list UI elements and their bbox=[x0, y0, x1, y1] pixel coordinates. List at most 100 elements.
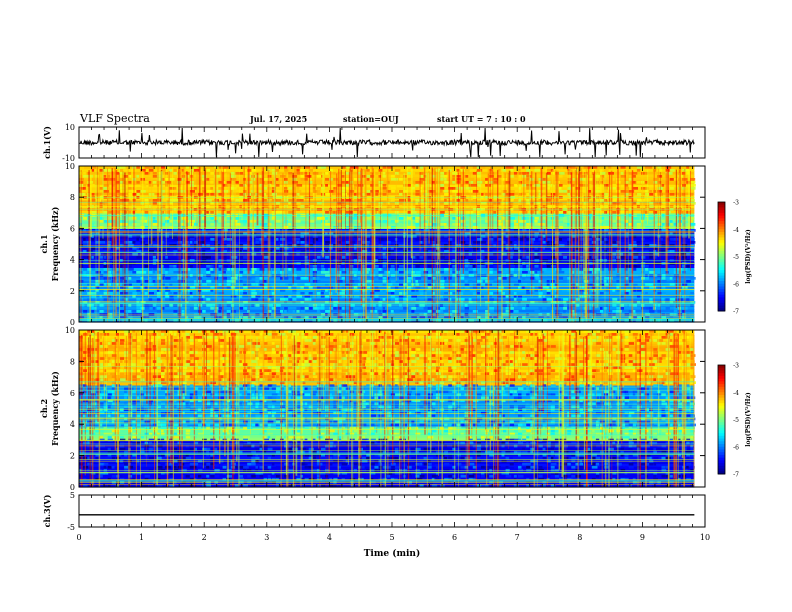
ch1-spectrogram-cell bbox=[460, 253, 465, 256]
ch2-spectrogram-cell bbox=[144, 477, 149, 481]
ch1-spectrogram-cell bbox=[374, 298, 380, 301]
ch1-spectrogram-cell bbox=[206, 169, 210, 172]
ch1-spectrogram-cell bbox=[148, 166, 154, 169]
ch1-spectrogram-cell bbox=[284, 232, 290, 235]
ch1-spectrogram-cell bbox=[497, 202, 501, 205]
ch1-spectrogram-band-row bbox=[79, 275, 695, 279]
ch1-spectrogram-cell bbox=[403, 190, 408, 193]
ch1-spectrogram-cell bbox=[230, 295, 237, 298]
colorbar-label: log(PSD)(V²/Hz) bbox=[745, 229, 752, 284]
ch1-spectrogram-cell bbox=[645, 292, 648, 295]
ch2-spectrogram-cell bbox=[148, 453, 154, 457]
ch1-spectrogram-cell bbox=[559, 223, 565, 226]
ch1-spectrogram-cell bbox=[382, 238, 388, 241]
ch2-spectrogram-cell bbox=[111, 378, 117, 381]
ch1-spectrogram-cell bbox=[440, 295, 444, 298]
ch1-spectrogram-cell bbox=[468, 253, 472, 256]
ch1-spectrogram-cell bbox=[468, 178, 475, 181]
ch1-spectrogram-cell bbox=[325, 241, 331, 244]
ch2-spectrogram-cell bbox=[99, 381, 102, 384]
ch1-spectrogram-cell bbox=[542, 286, 548, 289]
ch2-spectrogram-cell bbox=[185, 372, 191, 375]
ch1-spectrogram-cell bbox=[526, 265, 529, 268]
ch1-spectrogram-cell bbox=[193, 217, 197, 220]
ch1-spectrogram-cell bbox=[628, 178, 634, 181]
ch1-spectrogram-cell bbox=[563, 211, 567, 214]
ch1-spectrogram-cell bbox=[386, 250, 391, 253]
ch2-spectrogram-cell bbox=[156, 465, 163, 469]
ch1-spectrogram-cell bbox=[128, 310, 132, 313]
ch1-spectrogram-cell bbox=[239, 199, 243, 202]
ch2-spectrogram-cell bbox=[173, 390, 178, 394]
ch2-spectrogram-cell bbox=[173, 354, 177, 357]
ch1-spectrogram-band-row bbox=[79, 199, 695, 203]
ch2-spectrogram-cell bbox=[111, 456, 116, 460]
ch1-spectrogram-cell bbox=[263, 199, 267, 202]
ch1-spectrogram-cell bbox=[444, 178, 447, 181]
ch1-spectrogram-cell bbox=[136, 190, 141, 193]
ch1-spectrogram-cell bbox=[218, 316, 222, 319]
ch2-spectrogram-cell bbox=[132, 357, 137, 360]
ch1-spectrogram-cell bbox=[612, 253, 617, 256]
ch1-spectrogram-cell bbox=[382, 253, 386, 256]
ch2-spectrogram-cell bbox=[181, 387, 186, 391]
ch2-spectrogram-cell bbox=[148, 441, 153, 445]
colorbar-step bbox=[718, 207, 725, 211]
ch1-spectrogram-band-row bbox=[79, 197, 695, 201]
ch2-spectrogram-cell bbox=[132, 471, 136, 475]
ch1-spectrogram-cell bbox=[91, 283, 95, 286]
ch2-spectrogram-cell bbox=[185, 363, 190, 366]
ch2-spectrogram-cell bbox=[185, 456, 191, 460]
ch1-spectrogram-cell bbox=[509, 190, 515, 193]
ch1-spectrogram-cell bbox=[366, 211, 370, 214]
ch2-spectrogram-cell bbox=[156, 333, 160, 336]
ch1-waveform-ytick-label: 10 bbox=[65, 123, 75, 132]
ch1-spectrogram-cell bbox=[284, 169, 290, 172]
ch1-spectrogram-cell bbox=[394, 202, 399, 205]
ch1-spectrogram-cell bbox=[616, 253, 622, 256]
ch1-spectrogram-cell bbox=[152, 280, 156, 283]
ch1-spectrogram-cell bbox=[275, 253, 279, 256]
ch1-spectrogram-cell bbox=[431, 316, 438, 319]
ch1-spectrogram-cell bbox=[476, 181, 483, 184]
ch2-spectrogram-cell bbox=[152, 447, 159, 451]
ch1-spectrogram-cell bbox=[243, 217, 247, 220]
ch1-spectrogram-cell bbox=[173, 310, 178, 313]
ch1-spectrogram-cell bbox=[628, 247, 633, 250]
ch1-spectrogram-cell bbox=[91, 286, 97, 289]
ch1-spectrogram-cell bbox=[345, 232, 351, 235]
ch1-spectrogram-cell bbox=[173, 199, 179, 202]
ch1-spectrogram-cell bbox=[624, 235, 629, 238]
ch1-spectrogram-cell bbox=[690, 187, 696, 190]
ch1-spectrogram-cell bbox=[136, 289, 141, 292]
ch1-spectrogram-cell bbox=[230, 172, 237, 175]
ch1-spectrogram-cell bbox=[341, 310, 346, 313]
ch1-spectrogram-cell bbox=[263, 283, 268, 286]
ch1-spectrogram-cell bbox=[608, 187, 613, 190]
ch1-spectrogram-cell bbox=[620, 307, 624, 310]
ch2-spectrogram-band-row bbox=[79, 345, 695, 349]
ch1-spectrogram-cell bbox=[161, 307, 165, 310]
ch2-spectrogram-cell bbox=[136, 441, 140, 445]
ch1-spectrogram-cell bbox=[452, 175, 456, 178]
ch1-spectrogram-cell bbox=[394, 295, 399, 298]
ch2-spectrogram-cell bbox=[144, 432, 150, 436]
ch1-spectrogram-cell bbox=[649, 253, 654, 256]
ch1-spectrogram-cell bbox=[587, 292, 594, 295]
ch1-spectrogram-cell bbox=[304, 277, 309, 280]
ch1-spectrogram-cell bbox=[501, 178, 507, 181]
ch1-spectrogram-cell bbox=[452, 178, 455, 181]
ch1-spectrogram-cell bbox=[185, 223, 192, 226]
ch1-spectrogram-cell bbox=[120, 310, 125, 313]
ch1-spectrogram-cell bbox=[509, 310, 513, 313]
ch1-spectrogram-cell bbox=[169, 295, 174, 298]
ch1-spectrogram-cell bbox=[682, 187, 686, 190]
ch1-spectrogram-cell bbox=[518, 289, 524, 292]
ch1-spectrogram-cell bbox=[501, 232, 507, 235]
ch1-spectrogram-cell bbox=[152, 271, 156, 274]
ch2-spectrogram-cell bbox=[181, 390, 187, 394]
ch1-spectrogram-cell bbox=[304, 253, 309, 256]
ch1-spectrogram-cell bbox=[95, 271, 101, 274]
ch2-spectrogram-cell bbox=[124, 453, 128, 457]
ch2-spectrogram-cell bbox=[181, 456, 187, 460]
